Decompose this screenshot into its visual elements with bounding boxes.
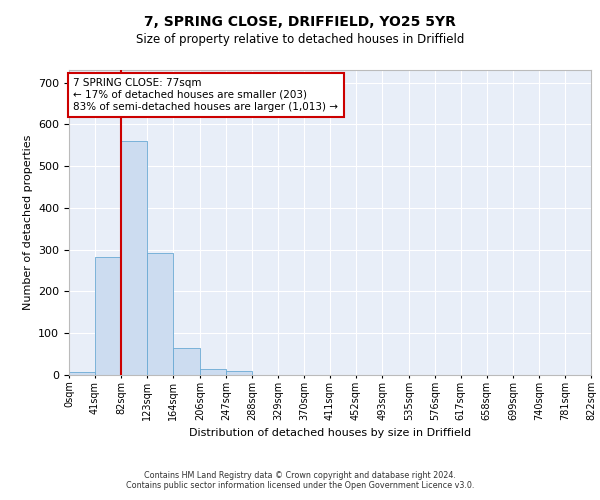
Text: 7 SPRING CLOSE: 77sqm
← 17% of detached houses are smaller (203)
83% of semi-det: 7 SPRING CLOSE: 77sqm ← 17% of detached … <box>73 78 338 112</box>
Bar <box>226 371 252 375</box>
Text: Size of property relative to detached houses in Driffield: Size of property relative to detached ho… <box>136 32 464 46</box>
Bar <box>173 348 200 375</box>
Text: 7, SPRING CLOSE, DRIFFIELD, YO25 5YR: 7, SPRING CLOSE, DRIFFIELD, YO25 5YR <box>144 15 456 29</box>
Bar <box>95 257 121 375</box>
X-axis label: Distribution of detached houses by size in Driffield: Distribution of detached houses by size … <box>189 428 471 438</box>
Text: Contains HM Land Registry data © Crown copyright and database right 2024.
Contai: Contains HM Land Registry data © Crown c… <box>126 470 474 490</box>
Bar <box>121 141 147 375</box>
Bar <box>200 368 226 375</box>
Bar <box>147 252 173 375</box>
Bar <box>69 372 95 375</box>
Y-axis label: Number of detached properties: Number of detached properties <box>23 135 32 310</box>
